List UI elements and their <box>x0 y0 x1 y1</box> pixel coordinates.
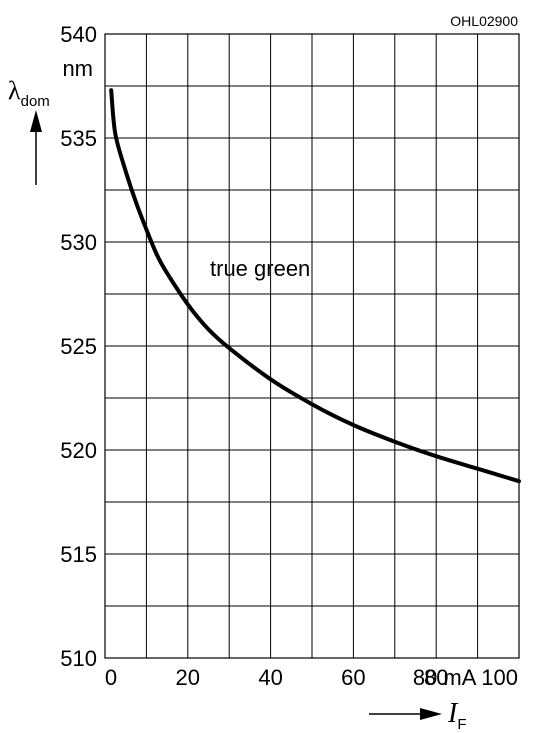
y-tick-labels: 510 515 520 525 530 535 540 <box>60 22 97 671</box>
x-tick-label: 20 <box>176 665 200 690</box>
y-tick-label: 530 <box>60 230 97 255</box>
x-axis-arrow <box>369 708 442 720</box>
y-tick-label: 515 <box>60 542 97 567</box>
x-tick-label: 0 <box>105 665 117 690</box>
y-axis-label: λdom <box>8 76 50 110</box>
plot-frame <box>104 33 520 659</box>
y-tick-label: 540 <box>60 22 97 47</box>
y-tick-label: 525 <box>60 334 97 359</box>
y-unit-label: nm <box>62 56 93 81</box>
series-label-true-green: true green <box>210 256 310 281</box>
y-tick-label: 520 <box>60 438 97 463</box>
y-tick-label: 535 <box>60 126 97 151</box>
y-tick-label: 510 <box>60 646 97 671</box>
x-axis-subscript: F <box>457 716 466 733</box>
series-line-true-green <box>109 88 521 484</box>
grid <box>104 33 520 659</box>
svg-text:λdom: λdom <box>8 76 50 110</box>
x-tick-label: 60 <box>341 665 365 690</box>
y-axis-subscript: dom <box>21 93 50 110</box>
x-tick-label: 40 <box>258 665 282 690</box>
svg-text:IF: IF <box>447 698 467 733</box>
y-axis-arrow <box>30 110 42 185</box>
x-axis-label: IF <box>447 698 467 733</box>
x-tick-labels: 0 20 40 60 80 <box>105 665 449 690</box>
x-tick-label-100-unit: 80 mA 100 <box>413 665 518 690</box>
y-axis-symbol: λ <box>8 76 21 105</box>
x-tick-label: 80 <box>424 665 448 690</box>
figure-code: OHL02900 <box>450 13 518 29</box>
x-axis-symbol: I <box>447 698 459 729</box>
